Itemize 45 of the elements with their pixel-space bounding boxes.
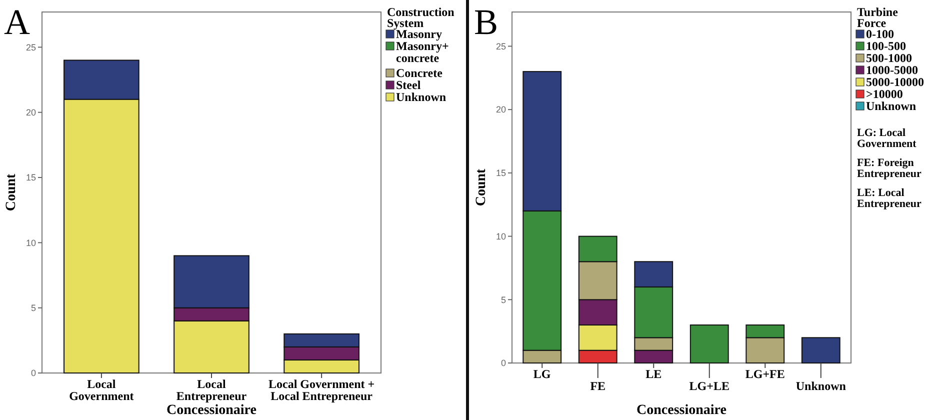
legend-title: Construction System [387,5,455,30]
y-tick-label: 15 [496,168,506,178]
y-tick-label: 25 [26,42,36,52]
y-tick-label: 20 [26,108,36,118]
y-tick-label: 10 [496,231,506,242]
legend-label: 0-100 [866,27,894,41]
x-tick-label: LG+LE [689,379,730,393]
y-tick-label: 0 [30,368,36,378]
chart-title: B [474,2,498,42]
text: LE: Local Entrepreneur [857,187,922,210]
y-tick-label: 15 [26,172,36,183]
x-axis-title: Concessionaire [636,403,726,418]
text: FE: Foreign Entrepreneur [857,157,922,180]
legend-label: Unknown [396,90,446,104]
legend-label: >10000 [866,87,903,101]
legend-label: Unknown [866,99,916,113]
legend-label: 5000-10000 [866,75,924,89]
legend-label: 100-500 [866,39,906,53]
x-tick-label: LG+FE [745,367,785,381]
text: LG: Local Government [857,127,917,150]
x-tick-label: LE [646,367,662,381]
y-tick-label: 20 [496,104,506,115]
y-tick-label: 5 [500,294,506,305]
legend-label: Masonry [396,27,442,41]
x-axis-title: Concessionaire [166,403,256,418]
y-axis-title: Count [474,168,489,206]
x-tick-label: Local Government [69,377,134,403]
bar [690,324,729,364]
y-axis-title: Count [4,173,19,212]
legend-label: 1000-5000 [866,63,918,77]
y-tick-label: 5 [30,302,36,313]
y-tick-label: 25 [496,41,506,52]
bar [801,337,840,364]
y-tick-label: 0 [500,358,506,368]
legend-title: Turbine Force [857,5,899,30]
y-tick-label: 10 [26,238,36,248]
x-tick-label: Local Government + Local Entrepreneur [268,377,375,403]
legend-label: 500-1000 [866,51,912,65]
legend-label: Concrete [396,66,444,80]
x-tick-label: FE [590,379,606,393]
legend-label: Steel [396,78,422,92]
x-tick-label: LG [533,367,551,381]
chart-title: A [4,2,30,42]
x-tick-label: Unknown [796,379,846,393]
x-tick-label: Local Entrepreneur [176,377,248,403]
